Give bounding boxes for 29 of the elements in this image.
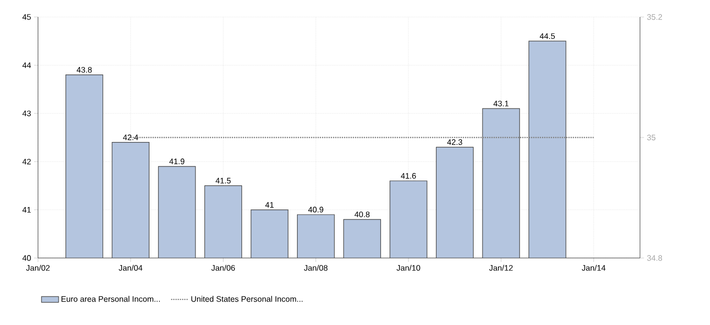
data-label: 40.8 (354, 212, 370, 218)
data-label: 41.5 (216, 178, 231, 184)
data-label: 41.9 (169, 158, 184, 164)
y2-tick-label: 35 (647, 134, 656, 140)
y-tick-label: 42 (22, 158, 31, 164)
data-label: 41 (265, 202, 274, 208)
data-label: 44.5 (540, 33, 555, 39)
x-tick-label: Jan/12 (489, 264, 513, 271)
legend-label: United States Personal Incom... (191, 296, 302, 302)
data-label: 43.1 (493, 100, 508, 106)
x-tick-label: Jan/02 (26, 264, 50, 271)
y2-tick-label: 34.8 (647, 255, 662, 261)
x-tick-label: Jan/06 (211, 264, 235, 271)
x-tick-label: Jan/14 (582, 264, 606, 271)
y-tick-label: 43 (22, 110, 31, 116)
data-label: 42.4 (123, 134, 138, 140)
data-label: 43.8 (76, 66, 92, 73)
y2-tick-label: 35.2 (647, 14, 662, 20)
data-label: 41.6 (400, 173, 416, 179)
data-label: 42.3 (447, 139, 462, 145)
y-tick-label: 45 (22, 14, 31, 20)
y-tick-label: 44 (22, 62, 31, 68)
y-tick-label: 41 (22, 207, 31, 213)
data-label: 40.9 (308, 206, 324, 212)
y-tick-label: 40 (22, 255, 31, 261)
legend-label: Euro area Personal Incom... (62, 296, 160, 302)
x-tick-label: Jan/04 (118, 264, 142, 271)
x-tick-label: Jan/10 (396, 264, 420, 271)
x-tick-label: Jan/08 (304, 264, 328, 271)
